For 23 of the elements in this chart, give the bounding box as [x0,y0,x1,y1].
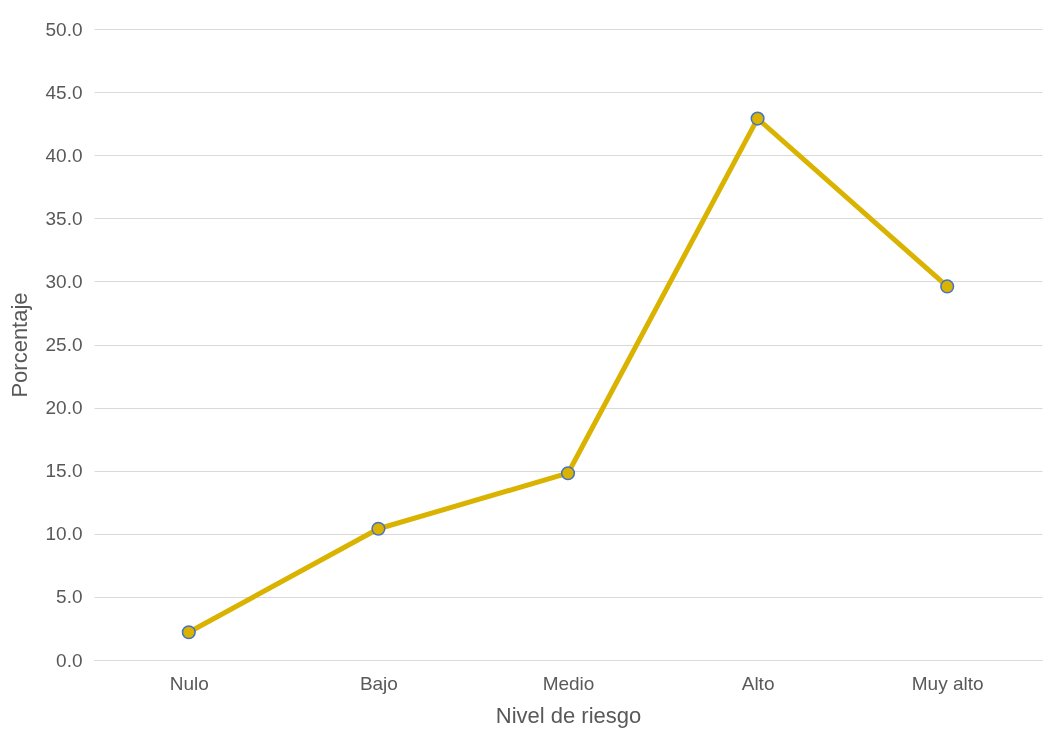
y-tick-label: 10.0 [45,523,83,545]
point [371,521,386,536]
y-tick-label: 50.0 [45,18,83,40]
x-tick-label: Bajo [359,672,398,694]
y-tick-label: 15.0 [45,460,83,482]
y-tick-label: 25.0 [45,334,83,355]
y-tick-label: 40.0 [45,144,83,166]
x-tick-label: Nulo [169,672,209,694]
y-tick-label: 5.0 [56,586,83,608]
x-tick-label: Alto [741,672,775,694]
y-tick-label: 45.0 [45,81,83,103]
y-tick-label: 35.0 [45,207,83,229]
point [750,111,765,126]
x-tick-label: Medio [542,672,595,694]
point [940,279,955,294]
point [560,466,576,481]
x-tick-label: Muy alto [911,672,984,694]
y-tick-label: 20.0 [45,397,83,419]
x-axis-title: Nivel de riesgo [495,702,642,728]
y-axis-title: Porcentaje [6,292,32,398]
y-tick-label: 30.0 [45,270,83,292]
point [181,625,196,640]
y-tick-label: 0.0 [56,649,83,671]
